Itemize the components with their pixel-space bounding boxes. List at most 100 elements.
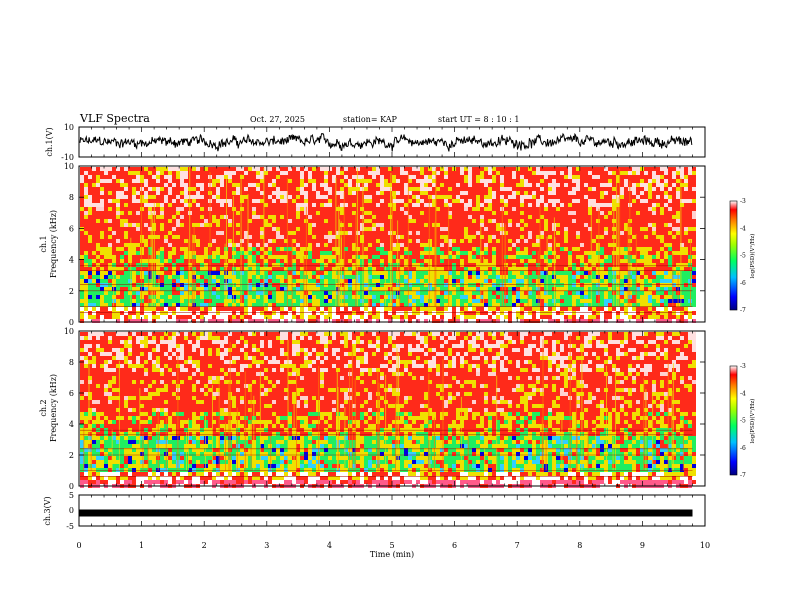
spectrogram-cell — [400, 183, 404, 187]
spectrogram-cell — [288, 179, 292, 183]
spectrogram-cell — [180, 195, 184, 199]
spectrogram-cell — [428, 211, 432, 215]
spectrogram-cell — [448, 203, 452, 207]
spectrogram-cell — [132, 275, 136, 279]
spectrogram-cell — [252, 283, 256, 287]
spectrogram-cell — [472, 303, 476, 307]
spectrogram-cell — [440, 195, 444, 199]
spectrogram-cell — [104, 279, 108, 283]
spectrogram-cell — [416, 167, 420, 171]
spectrogram-cell — [476, 199, 480, 203]
spectrogram-cell — [96, 239, 100, 243]
spectrogram-cell — [528, 179, 532, 183]
spectrogram-cell — [104, 195, 108, 199]
spectrogram-cell — [556, 191, 560, 195]
spectrogram-cell — [520, 227, 524, 231]
spectrogram-cell — [464, 191, 468, 195]
spectrogram-cell — [520, 167, 524, 171]
spectrogram-cell — [508, 219, 512, 223]
spectrogram-cell — [452, 175, 456, 179]
spectrogram-cell — [472, 295, 476, 299]
spectrogram-cell — [456, 295, 460, 299]
spectrogram-cell — [268, 319, 272, 323]
spectrogram-cell — [476, 211, 480, 215]
spectrogram-cell — [128, 315, 132, 319]
spectrogram-cell — [352, 191, 356, 195]
spectrogram-cell — [504, 299, 508, 303]
spectrogram-cell — [168, 287, 172, 291]
spectrogram-cell — [288, 271, 292, 275]
spectrogram-cell — [400, 167, 404, 171]
spectrogram-cell — [324, 171, 328, 175]
spectrogram-cell — [464, 319, 468, 323]
spectrogram-cell — [228, 207, 232, 211]
spectrogram-cell — [296, 279, 300, 283]
spectrogram-cell — [184, 271, 188, 275]
spectrogram-cell — [344, 175, 348, 179]
spectrogram-cell — [120, 271, 124, 275]
spectrogram-cell — [544, 247, 548, 251]
spectrogram-cell — [436, 231, 440, 235]
spectrogram-cell — [448, 247, 452, 251]
spectrogram-cell — [452, 291, 456, 295]
spectrogram-cell — [128, 255, 132, 259]
spectrogram-cell — [564, 179, 568, 183]
spectrogram-cell — [428, 295, 432, 299]
spectrogram-cell — [588, 231, 592, 235]
spectrogram-cell — [312, 255, 316, 259]
spectrogram-cell — [300, 275, 304, 279]
spectrogram-cell — [572, 199, 576, 203]
spectrogram-cell — [104, 271, 108, 275]
spectrogram-cell — [328, 271, 332, 275]
spectrogram-cell — [412, 303, 416, 307]
spectrogram-cell — [380, 203, 384, 207]
spectrogram-cell — [340, 203, 344, 207]
spectrogram-cell — [348, 319, 352, 323]
spectrogram-cell — [340, 227, 344, 231]
spectrogram-cell — [164, 263, 168, 267]
spectrogram-cell — [184, 227, 188, 231]
spectrogram-cell — [368, 215, 372, 219]
spectrogram-cell — [156, 291, 160, 295]
spectrogram-cell — [212, 267, 216, 271]
spectrogram-cell — [512, 319, 516, 323]
spectrogram-cell — [392, 291, 396, 295]
spectrogram-cell — [88, 279, 92, 283]
spectrogram-cell — [232, 199, 236, 203]
spectrogram-cell — [368, 223, 372, 227]
spectrogram-cell — [468, 207, 472, 211]
spectrogram-cell — [408, 259, 412, 263]
spectrogram-cell — [140, 179, 144, 183]
spectrogram-cell — [492, 219, 496, 223]
spectrogram-cell — [544, 227, 548, 231]
spectrogram-cell — [340, 263, 344, 267]
spectrogram-cell — [588, 191, 592, 195]
spectrogram-cell — [548, 319, 552, 323]
spectrogram-cell — [436, 199, 440, 203]
spectrogram-cell — [140, 283, 144, 287]
spectrogram-cell — [304, 311, 308, 315]
spectrogram-cell — [388, 223, 392, 227]
spectrogram-cell — [384, 295, 388, 299]
spectrogram-cell — [388, 199, 392, 203]
spectrogram-cell — [104, 231, 108, 235]
spectrogram-cell — [124, 187, 128, 191]
spectrogram-cell — [508, 267, 512, 271]
spectrogram-cell — [220, 319, 224, 323]
spectrogram-cell — [120, 219, 124, 223]
spectrogram-cell — [100, 199, 104, 203]
spectrogram-cell — [84, 291, 88, 295]
spectrogram-cell — [508, 275, 512, 279]
spectrogram-cell — [316, 259, 320, 263]
spectrogram-cell — [532, 195, 536, 199]
spectrogram-cell — [116, 179, 120, 183]
spectrogram-cell — [348, 279, 352, 283]
spectrogram-cell — [328, 235, 332, 239]
spectrogram-cell — [128, 215, 132, 219]
spectrogram-cell — [272, 295, 276, 299]
spectrogram-cell — [288, 211, 292, 215]
spectrogram-cell — [340, 191, 344, 195]
spectrogram-cell — [420, 259, 424, 263]
spectrogram-cell — [320, 259, 324, 263]
spectrogram-cell — [260, 291, 264, 295]
